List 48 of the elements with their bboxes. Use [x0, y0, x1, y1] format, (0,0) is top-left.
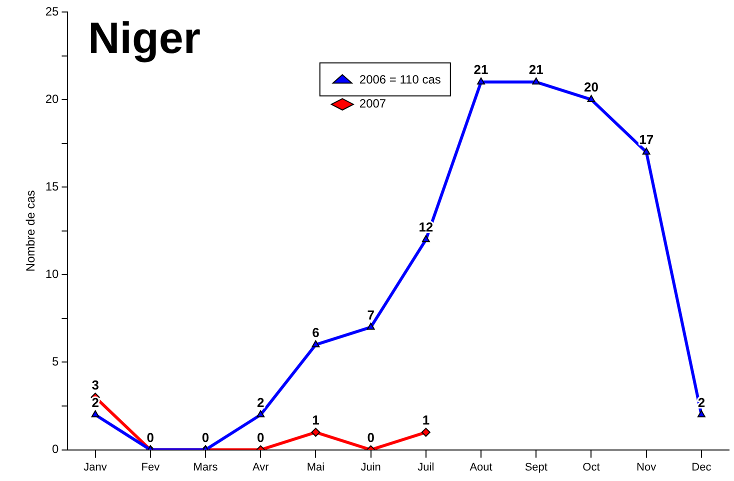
data-label: 7 [367, 307, 374, 322]
x-tick-label: Avr [252, 461, 270, 474]
y-tick-label: 15 [45, 179, 60, 194]
x-tick-label: Fev [141, 461, 160, 474]
data-label: 21 [528, 62, 544, 78]
x-tick-label: Juin [360, 461, 381, 474]
point [312, 340, 320, 348]
data-label: 20 [584, 80, 598, 95]
point [421, 428, 430, 437]
data-label: 6 [312, 324, 320, 340]
data-label: 0 [367, 430, 374, 445]
data-label: 0 [256, 430, 264, 445]
data-label: 0 [146, 430, 154, 445]
point [256, 410, 265, 418]
point [587, 95, 596, 102]
x-tick-label: Sept [524, 461, 548, 474]
y-tick-label: 0 [52, 442, 60, 456]
data-label: 1 [312, 412, 320, 428]
data-label: 3 [92, 377, 99, 392]
x-tick-label: Oct [582, 461, 600, 474]
legend-label: 2007 [359, 96, 386, 111]
y-tick-label: 20 [45, 92, 60, 106]
legend-label: 2006 = 110 cas [359, 72, 441, 87]
point [311, 428, 320, 437]
x-tick-label: Mars [193, 461, 218, 474]
data-label: 0 [202, 430, 210, 445]
point [366, 322, 375, 330]
x-tick-label: Mai [306, 461, 325, 474]
data-label: 21 [474, 62, 488, 78]
x-tick-label: Aout [470, 461, 492, 474]
y-axis-title: Nombre de cas [24, 190, 38, 272]
data-label: 17 [639, 132, 654, 148]
point [532, 78, 540, 85]
point [697, 410, 706, 418]
point [477, 78, 485, 85]
data-label: 2 [256, 394, 264, 410]
chart-title: Niger [88, 14, 200, 64]
point [422, 235, 430, 242]
x-tick-label: Janv [84, 461, 108, 474]
y-tick-label: 5 [52, 354, 60, 369]
data-label: 1 [422, 412, 430, 428]
point [642, 148, 650, 155]
x-tick-label: Juil [418, 461, 434, 474]
point [91, 410, 100, 418]
y-tick-label: 10 [45, 266, 60, 281]
y-tick-label: 25 [45, 4, 60, 18]
x-tick-label: Dec [692, 461, 712, 474]
x-tick-label: Nov [636, 461, 657, 474]
